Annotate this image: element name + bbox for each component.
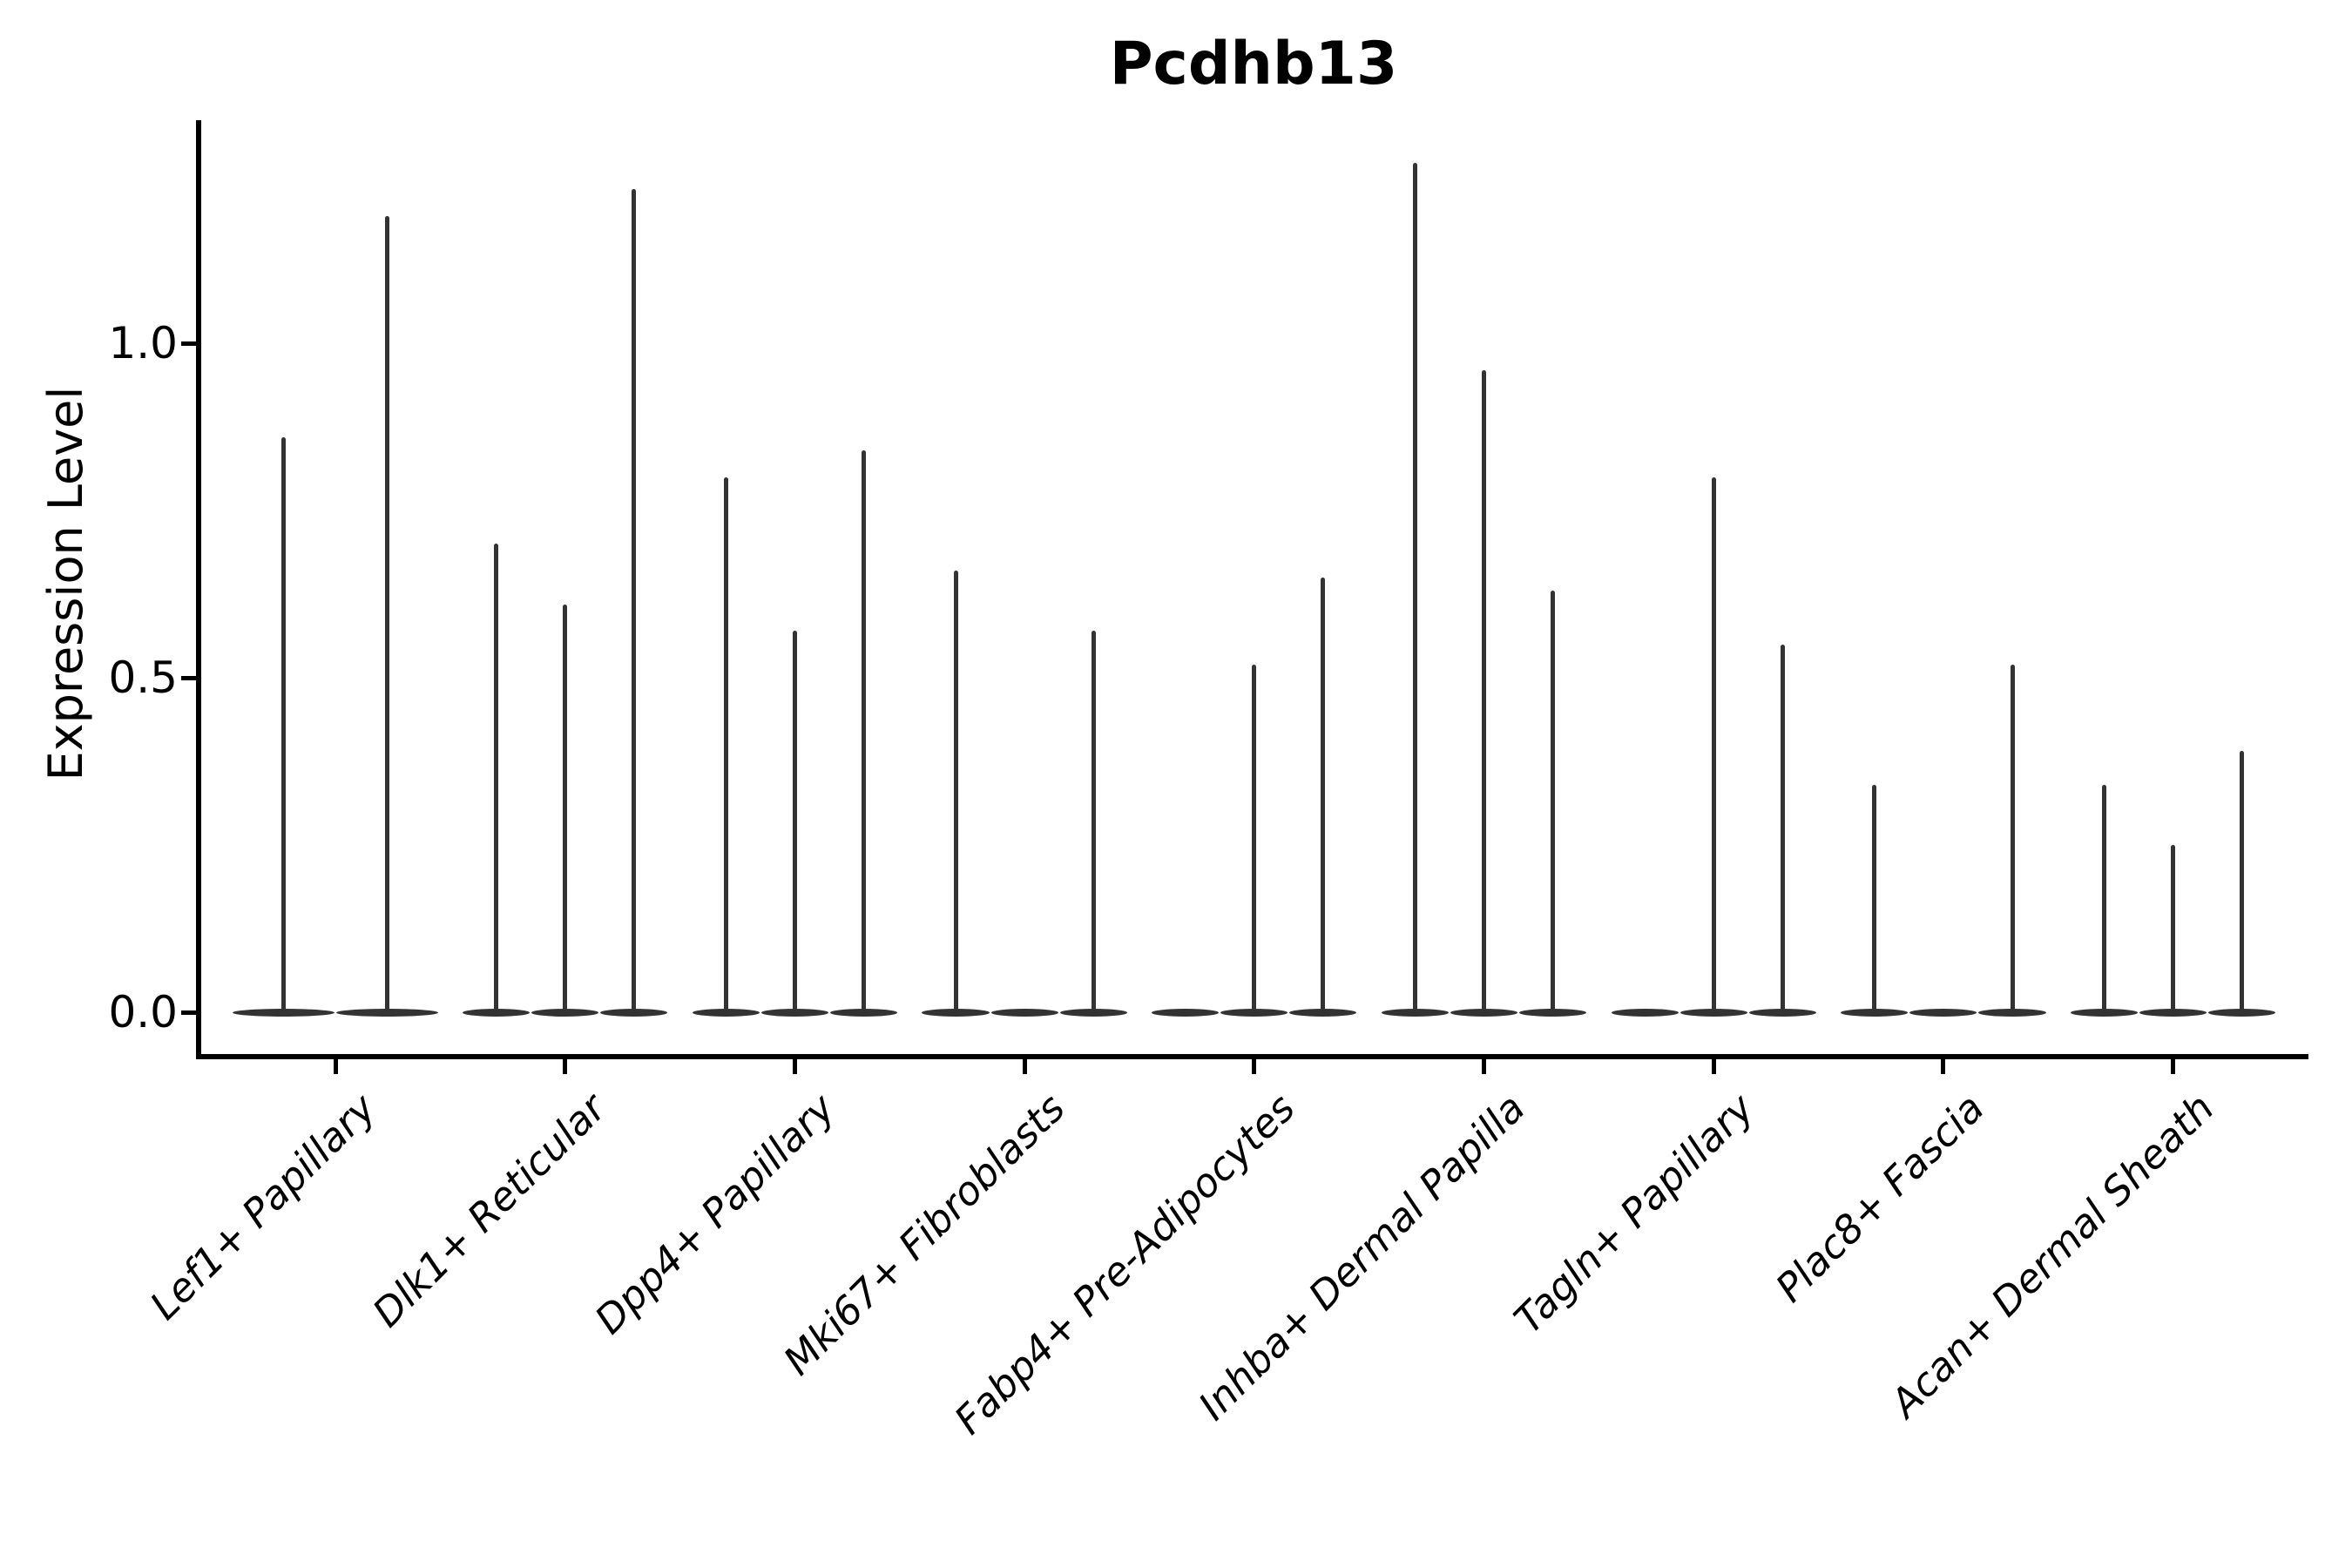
violin-spike bbox=[2240, 751, 2245, 1012]
violin-spike bbox=[494, 544, 499, 1012]
violin-baseline bbox=[2208, 1008, 2276, 1017]
violin-baseline bbox=[1611, 1008, 1679, 1017]
violin-spike bbox=[1711, 476, 1716, 1012]
x-tick-label: Lef1+ Papillary bbox=[140, 1085, 385, 1329]
y-tick-mark bbox=[181, 675, 196, 680]
violin-baseline bbox=[233, 1008, 335, 1017]
violin-spike bbox=[1321, 577, 1326, 1012]
violin-baseline bbox=[1748, 1008, 1816, 1017]
y-axis-spine bbox=[196, 120, 201, 1059]
x-tick-mark bbox=[333, 1059, 338, 1074]
violin-baseline bbox=[531, 1008, 599, 1017]
x-tick-mark bbox=[1022, 1059, 1027, 1074]
x-tick-label: Dpp4+ Papillary bbox=[585, 1085, 845, 1343]
violin-spike bbox=[2171, 845, 2176, 1012]
x-tick-mark bbox=[1252, 1059, 1257, 1074]
x-tick-label: Dlk1+ Reticular bbox=[363, 1085, 615, 1336]
violin-baseline bbox=[829, 1008, 898, 1017]
x-axis-spine bbox=[196, 1054, 2308, 1059]
y-tick-mark bbox=[181, 1010, 196, 1015]
y-tick-mark bbox=[181, 341, 196, 346]
violin-spike bbox=[1252, 664, 1257, 1012]
violin-spike bbox=[1091, 631, 1096, 1012]
violin-spike bbox=[862, 449, 866, 1012]
violin-baseline bbox=[922, 1008, 990, 1017]
violin-baseline bbox=[2139, 1008, 2207, 1017]
violin-spike bbox=[632, 189, 637, 1012]
violin-spike bbox=[1872, 784, 1877, 1012]
violin-baseline bbox=[1220, 1008, 1288, 1017]
chart-title: Pcdhb13 bbox=[1109, 30, 1398, 98]
violin-baseline bbox=[336, 1008, 438, 1017]
violin-baseline bbox=[1059, 1008, 1127, 1017]
violin-spike bbox=[953, 571, 958, 1012]
violin-baseline bbox=[1680, 1008, 1747, 1017]
x-tick-mark bbox=[792, 1059, 797, 1074]
x-tick-mark bbox=[1711, 1059, 1716, 1074]
violin-spike bbox=[2102, 784, 2106, 1012]
violin-spike bbox=[1551, 591, 1556, 1012]
violin-baseline bbox=[692, 1008, 760, 1017]
violin-baseline bbox=[1152, 1008, 1220, 1017]
y-tick-label: 0.0 bbox=[108, 987, 178, 1037]
violin-spike bbox=[792, 631, 797, 1012]
violin-baseline bbox=[463, 1008, 531, 1017]
violin-spike bbox=[1412, 162, 1417, 1012]
violin-baseline bbox=[1841, 1008, 1909, 1017]
violin-baseline bbox=[990, 1008, 1058, 1017]
violin-baseline bbox=[1289, 1008, 1357, 1017]
violin-spike bbox=[723, 476, 728, 1012]
violin-baseline bbox=[1519, 1008, 1587, 1017]
violin-spike bbox=[281, 436, 287, 1012]
violin-spike bbox=[1780, 644, 1785, 1012]
x-tick-mark bbox=[1482, 1059, 1486, 1074]
violin-baseline bbox=[600, 1008, 668, 1017]
x-tick-label: Tagln+ Papillary bbox=[1505, 1085, 1763, 1343]
violin-baseline bbox=[1978, 1008, 2046, 1017]
violin-spike bbox=[563, 604, 568, 1012]
violin-baseline bbox=[1909, 1008, 1977, 1017]
violin-spike bbox=[384, 216, 389, 1012]
violin-spike bbox=[2010, 664, 2015, 1012]
y-tick-label: 1.0 bbox=[108, 318, 178, 368]
x-tick-mark bbox=[563, 1059, 568, 1074]
violin-spike bbox=[1482, 369, 1486, 1012]
x-tick-label: Plac8+ Fascia bbox=[1766, 1085, 1993, 1312]
violin-baseline bbox=[1381, 1008, 1449, 1017]
y-tick-label: 0.5 bbox=[108, 652, 178, 703]
x-tick-mark bbox=[2171, 1059, 2176, 1074]
x-tick-mark bbox=[1941, 1059, 1946, 1074]
violin-baseline bbox=[760, 1008, 828, 1017]
violin-baseline bbox=[1450, 1008, 1518, 1017]
violin-baseline bbox=[2070, 1008, 2139, 1017]
